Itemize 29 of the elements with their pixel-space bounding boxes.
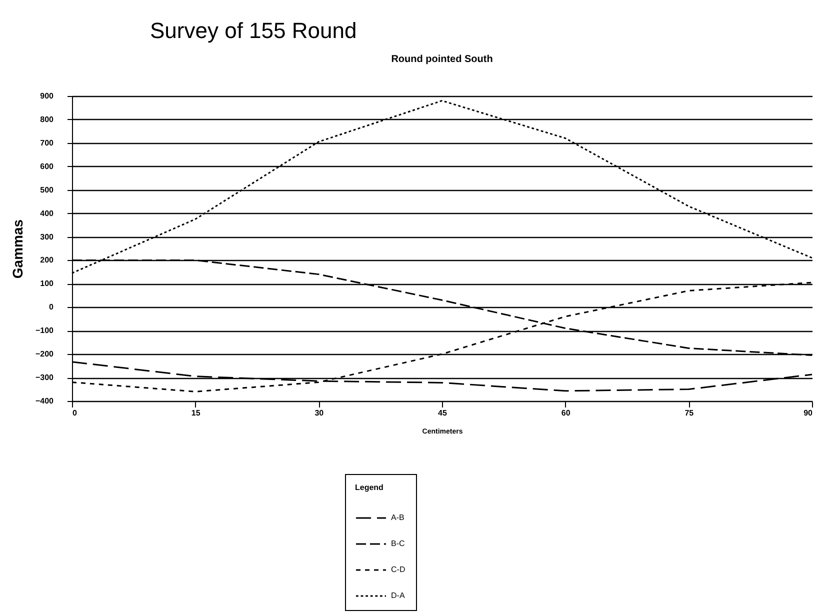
y-tick-label: −100: [35, 326, 54, 336]
y-tick-label: 900: [40, 92, 54, 100]
legend-title: Legend: [355, 483, 384, 492]
y-tick-label: 800: [40, 114, 54, 124]
legend-label: D-A: [391, 591, 406, 600]
x-tick-label: 30: [314, 408, 324, 418]
y-tick-label: 600: [40, 162, 54, 171]
legend-label: A-B: [391, 513, 404, 522]
x-tick-label: 90: [804, 408, 814, 418]
x-tick-label: 0: [72, 408, 78, 418]
x-tick-label: 75: [684, 408, 694, 418]
chart-subtitle: Round pointed South: [391, 54, 493, 65]
y-tick-label: 500: [40, 185, 54, 194]
y-tick-label: 100: [40, 279, 54, 288]
x-tick-label: 60: [561, 408, 571, 418]
y-tick-label: 0: [49, 302, 54, 312]
y-axis-title: Gammas: [9, 219, 26, 279]
y-tick-label: 300: [40, 232, 54, 242]
legend-label: B-C: [391, 539, 405, 548]
y-tick-label: 200: [40, 256, 54, 265]
y-tick-label: −400: [35, 396, 54, 406]
y-tick-label: −300: [35, 373, 54, 382]
y-tick-label: −200: [35, 350, 54, 359]
x-tick-label: 15: [191, 408, 201, 418]
legend-label: C-D: [391, 565, 406, 574]
y-tick-label: 700: [40, 138, 54, 148]
y-tick-label: 400: [40, 208, 54, 218]
x-tick-label: 45: [438, 408, 448, 418]
chart-title: Survey of 155 Round: [150, 18, 357, 44]
